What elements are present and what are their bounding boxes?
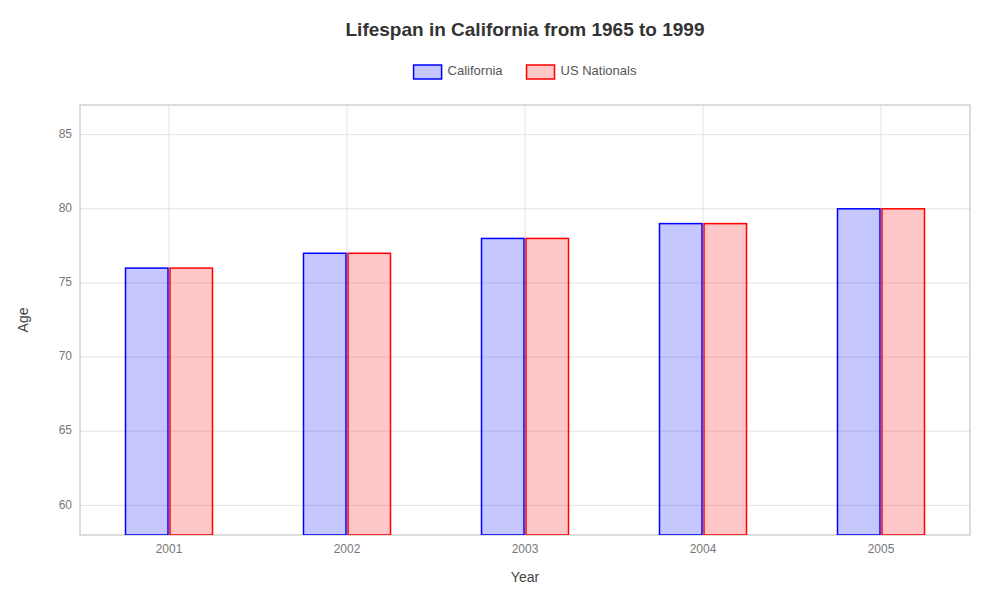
x-tick-label: 2005 xyxy=(868,542,895,556)
y-axis-label: Age xyxy=(15,307,31,332)
y-tick-label: 75 xyxy=(59,275,73,289)
grid xyxy=(80,105,970,535)
bars xyxy=(126,209,925,535)
legend-swatch xyxy=(527,65,555,79)
bar xyxy=(526,238,569,535)
legend-item: US Nationals xyxy=(527,63,637,79)
legend-label: US Nationals xyxy=(561,63,637,78)
x-tick-label: 2004 xyxy=(690,542,717,556)
y-tick-label: 65 xyxy=(59,423,73,437)
plot-frame xyxy=(80,105,970,535)
y-tick-label: 80 xyxy=(59,201,73,215)
chart-svg: 60 65 70 75 80 85 2001 2002 2003 2004 2005 Year Age L… xyxy=(0,0,1000,600)
chart-container: 60 65 70 75 80 85 2001 2002 2003 2004 2005 Year Age L… xyxy=(0,0,1000,600)
bar xyxy=(482,238,525,535)
legend-label: California xyxy=(448,63,504,78)
bar xyxy=(704,224,747,535)
y-tick-label: 60 xyxy=(59,498,73,512)
bar xyxy=(348,253,391,535)
title: Lifespan in California from 1965 to 1999 xyxy=(346,19,705,40)
x-tick-label: 2002 xyxy=(334,542,361,556)
legend-item: California xyxy=(414,63,504,79)
bar xyxy=(660,224,703,535)
bar xyxy=(838,209,881,535)
bar xyxy=(170,268,213,535)
y-tick-label: 70 xyxy=(59,349,73,363)
x-tick-label: 2001 xyxy=(156,542,183,556)
x-axis-label: Year xyxy=(511,569,540,585)
bar xyxy=(126,268,169,535)
legend-swatch xyxy=(414,65,442,79)
y-tick-label: 85 xyxy=(59,127,73,141)
bar xyxy=(882,209,925,535)
legend: California US Nationals xyxy=(414,63,637,79)
x-tick-label: 2003 xyxy=(512,542,539,556)
bar xyxy=(304,253,347,535)
